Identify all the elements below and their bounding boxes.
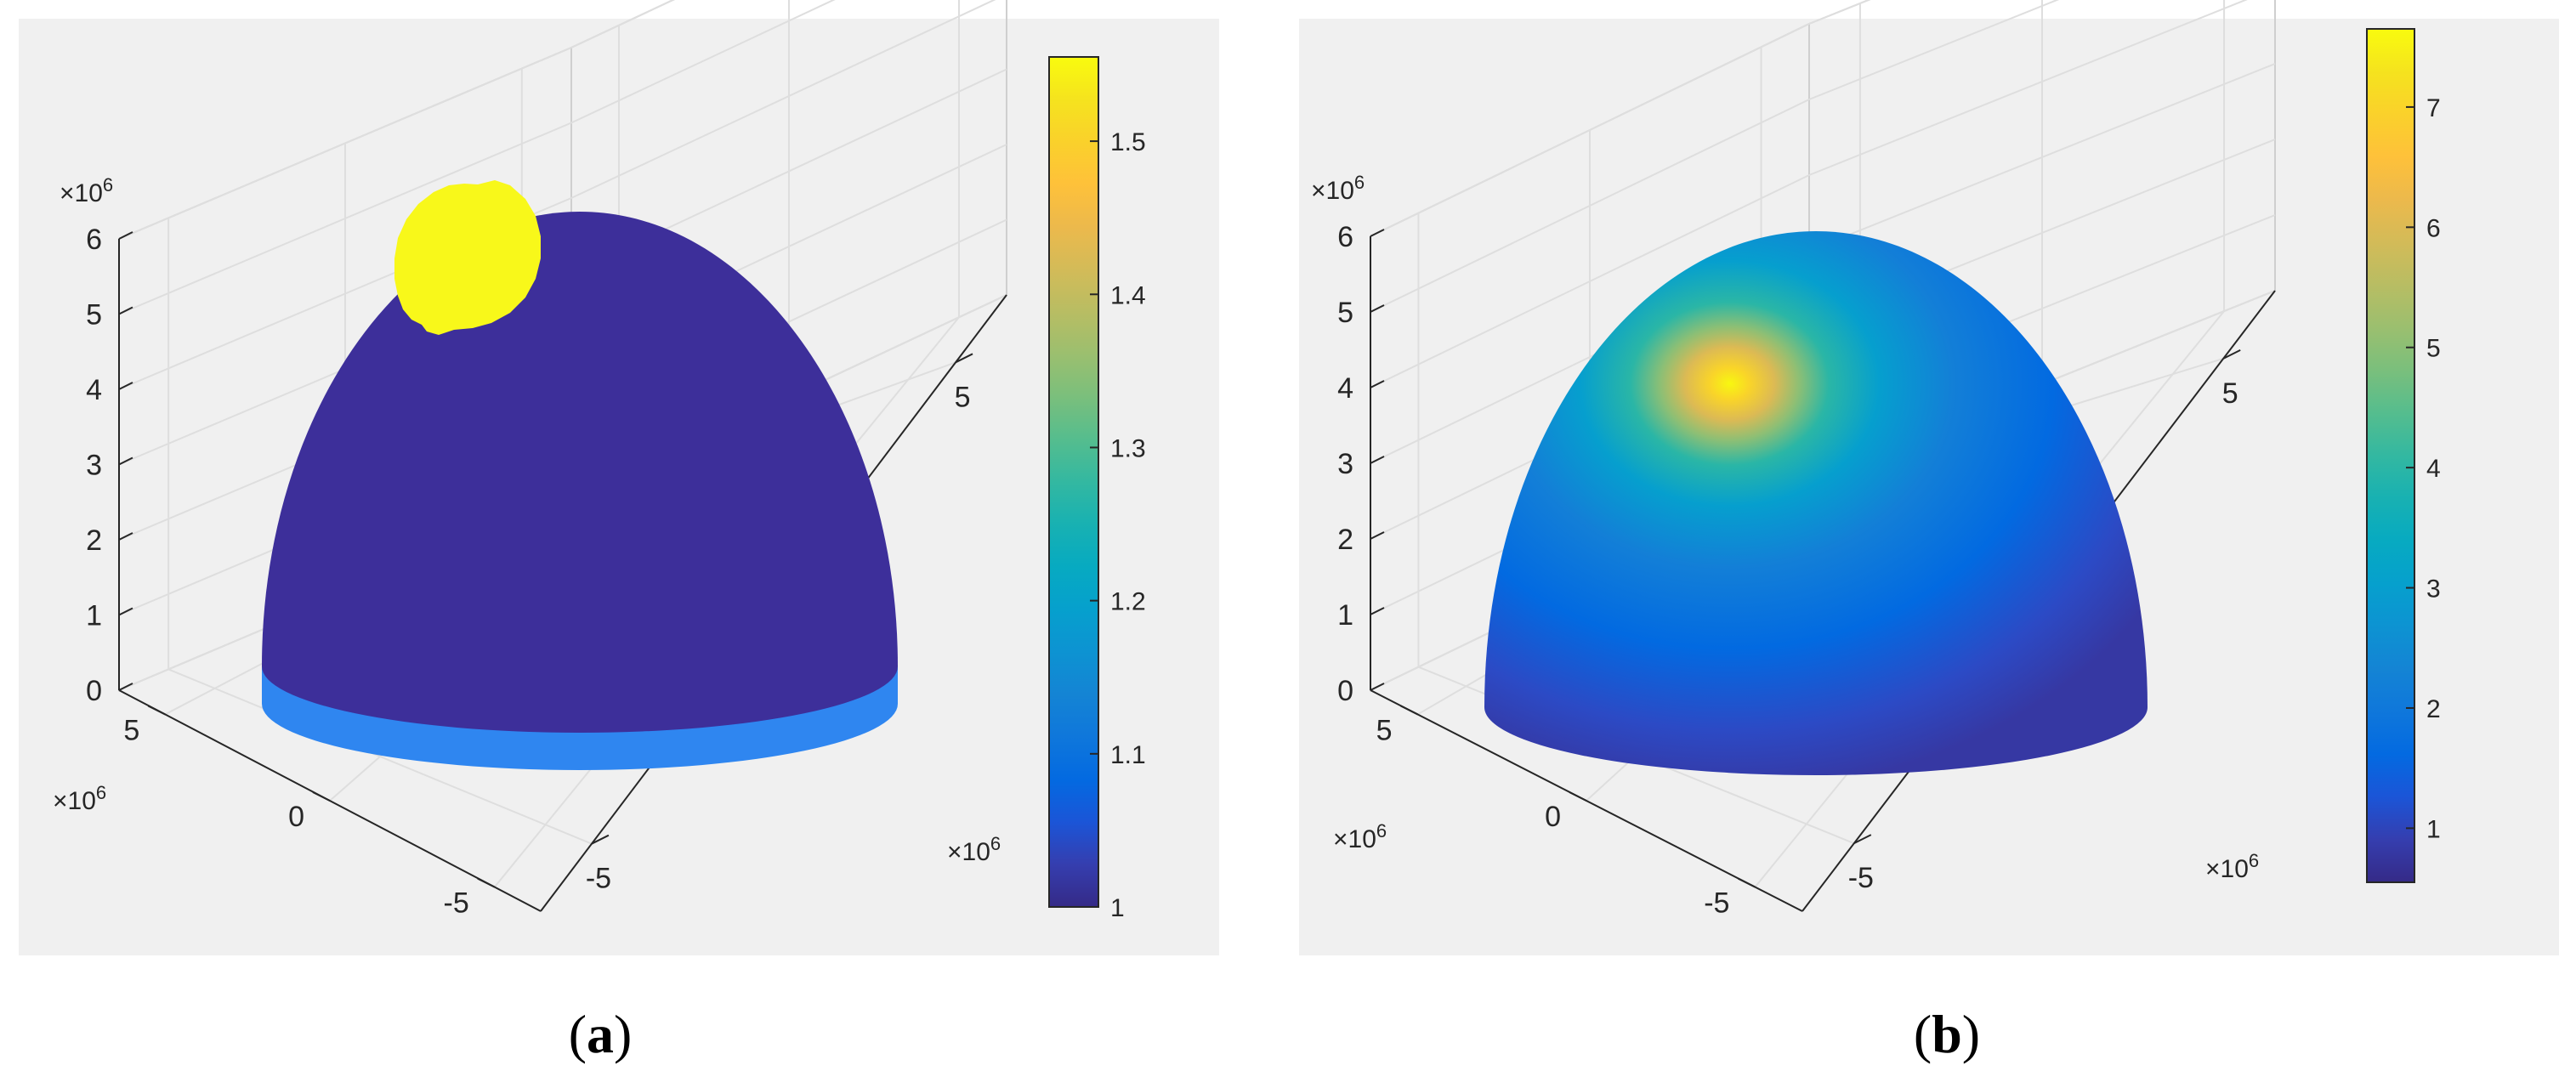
- wall-gridline-z: [1370, 0, 1871, 237]
- z-tick-mark: [118, 231, 133, 240]
- y-tick-mark: [147, 705, 166, 716]
- y-tick-mark: [312, 791, 331, 802]
- yellow-patch: [394, 180, 541, 335]
- wall-gridline-z: [1370, 0, 2248, 388]
- x-tick-mark: [955, 353, 973, 364]
- x-tick-label: 5: [955, 381, 971, 413]
- z-tick-mark: [118, 683, 133, 691]
- colorbar-tick-label: 1.3: [1110, 434, 1146, 462]
- z-tick-mark: [118, 532, 133, 541]
- y-tick-label: 0: [1545, 801, 1561, 833]
- dome-body: [262, 212, 898, 733]
- z-tick-label: 5: [1337, 297, 1353, 329]
- z-tick-mark: [1370, 229, 1385, 237]
- dome-surface: [262, 180, 898, 770]
- z-tick-mark: [118, 382, 133, 390]
- y-exponent-label: ×106: [1333, 820, 1387, 853]
- z-tick-label: 6: [1337, 221, 1353, 253]
- z-tick-label: 4: [86, 374, 102, 406]
- z-exponent-label: ×106: [60, 174, 113, 207]
- x-exponent-label: ×106: [2205, 850, 2259, 883]
- colorbar-tick-label: 1: [2426, 815, 2441, 843]
- colorbar: [1048, 56, 1099, 908]
- caption-a: (a): [568, 1004, 633, 1064]
- colorbar-tick-label: 3: [2426, 575, 2441, 604]
- y-tick-mark: [1569, 791, 1587, 802]
- z-tick-mark: [1370, 607, 1385, 615]
- chart-a: 0123456×106-505×106-505×10611.11.21.31.4…: [53, 0, 1146, 922]
- colorbar-tick-label: 1.4: [1110, 281, 1146, 309]
- x-tick-label: 5: [2222, 377, 2238, 410]
- y-exponent-label: ×106: [53, 782, 106, 815]
- colorbar-tick-label: 2: [2426, 695, 2441, 723]
- z-tick-label: 0: [86, 675, 102, 707]
- z-tick-label: 3: [1337, 448, 1353, 480]
- x-tick-mark: [2222, 348, 2241, 360]
- z-tick-mark: [118, 306, 133, 315]
- z-tick-label: 6: [86, 224, 102, 256]
- y-tick-mark: [1400, 705, 1419, 716]
- panel-a: 0123456×106-505×106-505×10611.11.21.31.4…: [19, 0, 1219, 955]
- colorbar-tick-label: 7: [2426, 94, 2441, 122]
- z-exponent-label: ×106: [1311, 172, 1365, 205]
- z-tick-label: 5: [86, 299, 102, 332]
- x-tick-label: -5: [1848, 862, 1874, 894]
- wall-gridline-z: [1370, 0, 2060, 313]
- z-tick-mark: [1370, 683, 1385, 691]
- colorbar-tick-label: 1: [1110, 894, 1125, 922]
- x-tick-label: -5: [586, 863, 611, 895]
- y-tick-label: 5: [1376, 714, 1393, 746]
- y-tick-label: 5: [123, 714, 139, 746]
- colorbar-tick-label: 1.5: [1110, 128, 1146, 156]
- x-exponent-label: ×106: [947, 833, 1001, 866]
- z-tick-mark: [1370, 456, 1385, 464]
- x-tick-mark: [591, 834, 610, 845]
- y-tick-label: -5: [444, 887, 469, 920]
- z-tick-mark: [1370, 304, 1385, 313]
- z-tick-mark: [118, 456, 133, 466]
- z-tick-mark: [118, 607, 133, 616]
- y-tick-label: 0: [288, 801, 304, 833]
- x-tick-mark: [1853, 834, 1872, 845]
- colorbar: [2366, 28, 2415, 883]
- colorbar-tick-label: 1.1: [1110, 741, 1146, 769]
- colorbar-tick-label: 1.2: [1110, 588, 1146, 616]
- dome-surface: [1484, 231, 2148, 775]
- y-tick-label: -5: [1704, 887, 1729, 920]
- caption-b: (b): [1913, 1004, 1981, 1064]
- y-tick-mark: [1737, 877, 1756, 888]
- wall-gridline-z: [118, 0, 675, 240]
- y-tick-mark: [477, 877, 496, 888]
- colorbar-tick-label: 4: [2426, 455, 2441, 483]
- dome-body: [1484, 231, 2148, 775]
- z-tick-label: 2: [1337, 524, 1353, 556]
- z-tick-mark: [1370, 380, 1385, 388]
- z-tick-mark: [1370, 531, 1385, 540]
- z-tick-label: 3: [86, 450, 102, 482]
- z-tick-label: 1: [1337, 599, 1353, 632]
- wall-gridline-z: [118, 0, 996, 390]
- z-tick-label: 2: [86, 524, 102, 557]
- z-tick-label: 1: [86, 600, 102, 632]
- colorbar-tick-label: 6: [2426, 214, 2441, 242]
- axes: [118, 231, 1007, 912]
- z-tick-label: 4: [1337, 372, 1353, 405]
- colorbar-tick-label: 5: [2426, 335, 2441, 363]
- z-tick-label: 0: [1337, 675, 1353, 707]
- wall-gridline-z: [118, 0, 836, 315]
